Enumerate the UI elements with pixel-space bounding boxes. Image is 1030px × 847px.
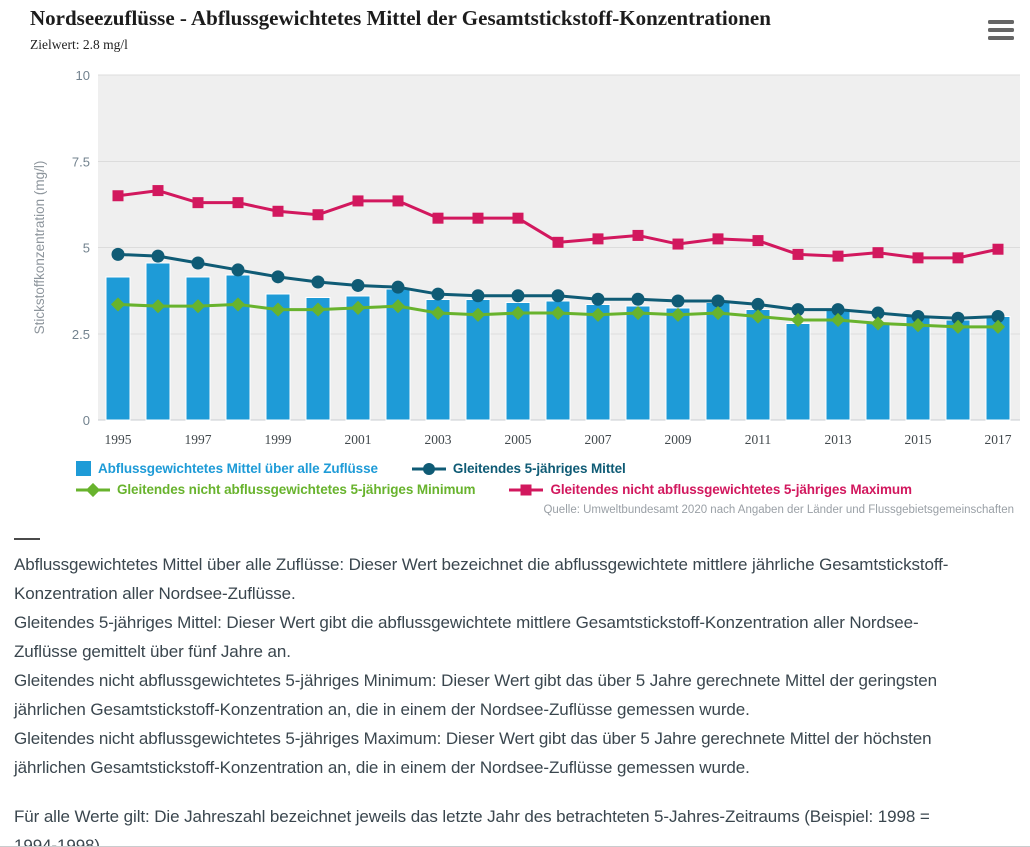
- definition-text: Gleitendes nicht abflussgewichtetes 5-jä…: [14, 729, 932, 777]
- svg-text:2013: 2013: [825, 432, 852, 447]
- legend-item-mean[interactable]: Gleitendes 5-jähriges Mittel: [411, 461, 626, 476]
- chart-legend: Abflussgewichtetes Mittel über alle Zufl…: [76, 458, 1020, 500]
- description-section: Abflussgewichtetes Mittel über alle Zufl…: [14, 538, 999, 847]
- legend-item-bar[interactable]: Abflussgewichtetes Mittel über alle Zufl…: [76, 461, 378, 476]
- legend-item-max[interactable]: Gleitendes nicht abflussgewichtetes 5-jä…: [509, 482, 912, 497]
- svg-text:2011: 2011: [745, 432, 772, 447]
- svg-text:5: 5: [83, 241, 90, 256]
- definition-text: Gleitendes 5-jähriges Mittel: Dieser Wer…: [14, 613, 919, 661]
- svg-text:1999: 1999: [265, 432, 292, 447]
- svg-text:0: 0: [83, 413, 90, 428]
- legend-label: Gleitendes nicht abflussgewichtetes 5-jä…: [550, 482, 912, 497]
- chart-section: Nordseezuflüsse - Abflussgewichtetes Mit…: [30, 6, 1020, 516]
- definition-text: Gleitendes nicht abflussgewichtetes 5-jä…: [14, 671, 937, 719]
- divider-dash: [14, 538, 40, 540]
- svg-text:2001: 2001: [345, 432, 372, 447]
- svg-text:2.5: 2.5: [72, 327, 90, 342]
- svg-text:2009: 2009: [665, 432, 692, 447]
- svg-text:Stickstoffkonzentration (mg/l): Stickstoffkonzentration (mg/l): [32, 161, 47, 335]
- svg-text:2005: 2005: [505, 432, 532, 447]
- svg-text:1995: 1995: [105, 432, 132, 447]
- svg-text:10: 10: [76, 68, 90, 83]
- source-credit: Quelle: Umweltbundesamt 2020 nach Angabe…: [543, 504, 1014, 516]
- hamburger-icon[interactable]: [988, 20, 1014, 40]
- square-marker-icon: [509, 484, 544, 495]
- legend-label: Gleitendes nicht abflussgewichtetes 5-jä…: [117, 482, 476, 497]
- svg-text:2007: 2007: [585, 432, 612, 447]
- legend-label: Abflussgewichtetes Mittel über alle Zufl…: [98, 461, 378, 476]
- diamond-marker-icon: [76, 482, 110, 497]
- note-text: Für alle Werte gilt: Die Jahreszahl beze…: [14, 807, 930, 847]
- svg-text:2015: 2015: [905, 432, 932, 447]
- circle-marker-icon: [411, 462, 446, 475]
- chart-subtitle: Zielwert: 2.8 mg/l: [30, 37, 128, 52]
- svg-text:2017: 2017: [985, 432, 1012, 447]
- chart-canvas: 0 2.5 5 7.5 10 Stickstoffkonzentration (mg/l)…: [32, 68, 1020, 447]
- svg-text:2003: 2003: [425, 432, 452, 447]
- svg-text:7.5: 7.5: [72, 154, 90, 169]
- svg-text:1997: 1997: [185, 432, 212, 447]
- definition-text: Abflussgewichtetes Mittel über alle Zufl…: [14, 555, 949, 603]
- bar-swatch-icon: [76, 461, 91, 476]
- legend-label: Gleitendes 5-jähriges Mittel: [452, 461, 626, 476]
- page-title: Nordseezuflüsse - Abflussgewichtetes Mit…: [30, 6, 771, 30]
- legend-item-min[interactable]: Gleitendes nicht abflussgewichtetes 5-jä…: [76, 482, 476, 497]
